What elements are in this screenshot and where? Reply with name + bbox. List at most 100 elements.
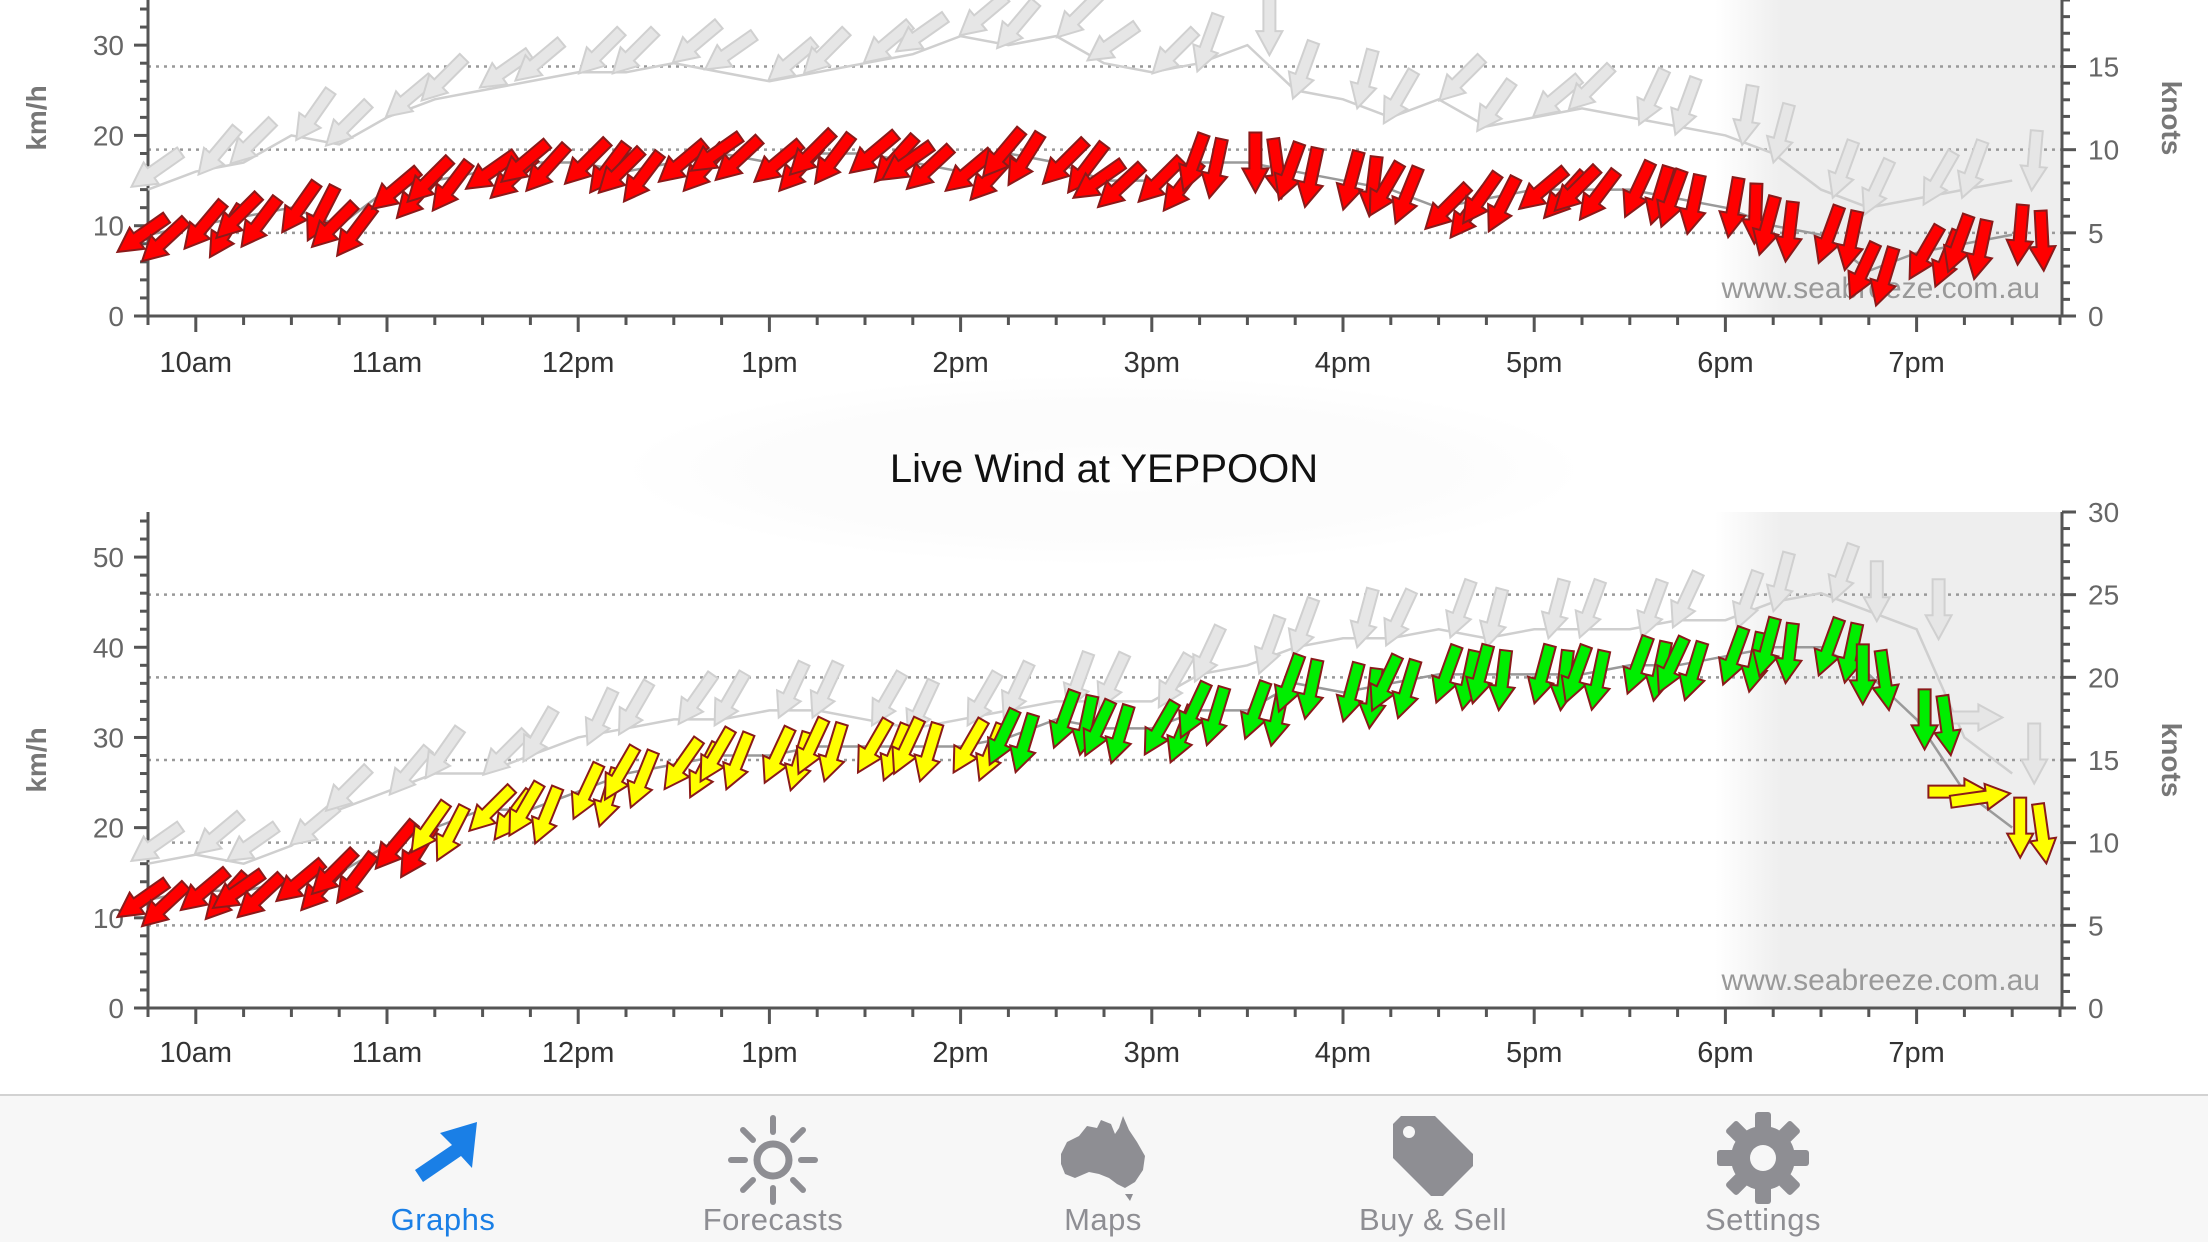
wind-arrow: [274, 856, 328, 903]
gust-arrow: [577, 25, 628, 75]
wind-arrow: [431, 157, 476, 213]
y-axis-title: km/h: [21, 85, 52, 150]
wind-arrow: [464, 148, 521, 190]
wind-arrow: [1295, 657, 1325, 721]
tag-icon: [1393, 1116, 1473, 1196]
gust-arrow: [809, 659, 845, 720]
wind-arrow: [1678, 639, 1710, 703]
wind-arrow: [1240, 131, 1271, 195]
sun-icon: [728, 1115, 818, 1205]
gust-arrow: [294, 86, 337, 142]
wind-arrow: [752, 137, 806, 184]
wind-arrow: [626, 748, 661, 810]
tab-settings[interactable]: Settings: [1598, 1096, 1928, 1244]
wind-arrow: [183, 197, 230, 251]
wind-arrow: [1464, 642, 1496, 706]
wind-arrow: [788, 126, 839, 177]
wind-arrow: [563, 135, 614, 186]
gust-arrow: [1475, 76, 1518, 133]
wind-arrow: [1295, 145, 1325, 209]
gust-arrow: [2019, 129, 2049, 193]
gust-arrow: [1732, 83, 1761, 148]
gust-arrow: [775, 659, 811, 720]
wind-arrow: [524, 140, 573, 193]
arrow-icon: [415, 1122, 477, 1182]
y2-tick-label: 0: [2088, 301, 2104, 332]
x-tick-label: 1pm: [741, 1037, 797, 1069]
wind-arrow: [1678, 172, 1707, 237]
gust-arrow: [424, 724, 467, 780]
gust-arrow: [870, 669, 909, 728]
gust-arrow: [713, 669, 752, 728]
gust-arrow: [1531, 72, 1585, 119]
wind-arrow: [1553, 162, 1603, 213]
y-tick-label: 30: [93, 30, 124, 61]
y2-axis-title: knots: [2156, 81, 2187, 156]
gust-arrow: [1445, 577, 1478, 640]
gust-arrow: [1862, 560, 1892, 624]
y-tick-label: 40: [93, 632, 124, 663]
gust-arrow: [1055, 0, 1106, 39]
gust-arrow: [1192, 11, 1225, 74]
gust-arrow: [1157, 651, 1196, 710]
wind-arrow: [1335, 660, 1366, 724]
x-tick-label: 4pm: [1315, 1037, 1371, 1069]
wind-arrow: [1461, 169, 1504, 225]
gust-arrow: [703, 28, 760, 71]
tab-buy-sell[interactable]: Buy & Sell: [1268, 1096, 1598, 1244]
gust-arrow: [1383, 587, 1419, 648]
gust-arrow: [1765, 101, 1796, 165]
gust-arrow: [1731, 568, 1765, 631]
wind-arrow: [1526, 642, 1557, 706]
gust-arrow: [677, 670, 720, 726]
wind-arrow: [1487, 648, 1517, 713]
wind-arrow: [1948, 782, 2013, 812]
wind-arrow: [1391, 657, 1423, 721]
gust-arrow: [1636, 66, 1672, 127]
tab-graphs-label: Graphs: [390, 1202, 496, 1237]
y2-axis-title: knots: [2156, 723, 2187, 798]
gust-arrow: [1478, 586, 1510, 650]
y-tick-label: 10: [93, 211, 124, 242]
wind-arrow: [236, 870, 288, 919]
x-tick-label: 10am: [160, 347, 233, 379]
wind-arrow: [848, 128, 902, 175]
gust-arrow: [1287, 595, 1321, 658]
tab-maps[interactable]: Maps: [938, 1096, 1268, 1244]
gust-arrow: [228, 115, 279, 166]
gust-arrow: [958, 0, 1011, 37]
wind-arrow: [1870, 648, 1901, 713]
y2-tick-label: 5: [2088, 910, 2104, 941]
y-tick-label: 0: [108, 993, 124, 1024]
y2-tick-label: 20: [2088, 662, 2119, 693]
y2-tick-label: 10: [2088, 828, 2119, 859]
wind-arrow: [880, 138, 937, 181]
wind-arrow: [211, 867, 268, 910]
y2-tick-label: 5: [2088, 218, 2104, 249]
wind-arrow: [913, 720, 945, 784]
wind-arrow: [1517, 164, 1571, 211]
tab-graphs[interactable]: Graphs: [278, 1096, 608, 1244]
y2-tick-label: 30: [2088, 497, 2119, 528]
x-tick-label: 11am: [352, 1037, 422, 1069]
x-tick-label: 7pm: [1888, 347, 1944, 379]
x-tick-label: 3pm: [1124, 347, 1180, 379]
gust-arrow: [129, 146, 186, 189]
gust-arrow: [1085, 19, 1142, 62]
wind-arrow: [1751, 193, 1782, 257]
wind-graphs: 0 10 20 30 0 5 10 15 10am 11am 12pm 1pm 2pm 3pm 4pm 5pm…: [21, 0, 2187, 1069]
tab-forecasts[interactable]: Forecasts: [608, 1096, 938, 1244]
gust-arrow: [1382, 67, 1421, 126]
wind-arrow: [140, 879, 192, 928]
wind-arrow: [435, 802, 472, 863]
x-tick-label: 6pm: [1697, 1037, 1753, 1069]
wind-arrow: [140, 214, 192, 263]
y-tick-label: 50: [93, 542, 124, 573]
x-tick-label: 3pm: [1124, 1037, 1180, 1069]
wind-arrow: [1423, 180, 1474, 231]
tab-bar: Graphs Forecasts Maps: [0, 1094, 2208, 1242]
gust-arrow: [225, 820, 282, 863]
gust-arrow: [129, 820, 186, 863]
gust-arrow: [1827, 138, 1861, 200]
gust-arrow: [1349, 586, 1380, 650]
